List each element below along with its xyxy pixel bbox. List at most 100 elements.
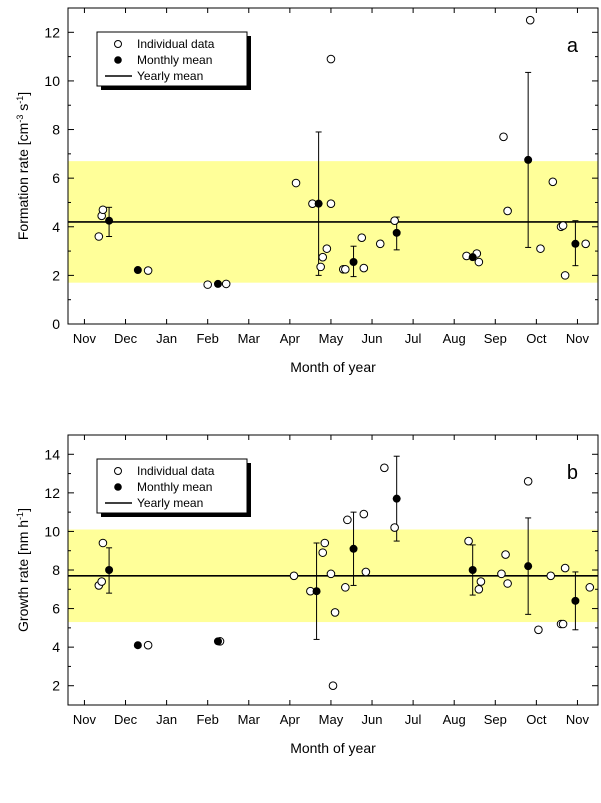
monthly-mean-point <box>392 494 401 503</box>
y-tick-label: 10 <box>44 73 60 89</box>
individual-data-point <box>548 177 558 187</box>
monthly-mean-point <box>349 544 358 553</box>
individual-data-point <box>558 619 568 629</box>
individual-data-point <box>326 199 336 208</box>
x-tick-label: Jun <box>362 331 383 346</box>
individual-data-point <box>143 266 153 275</box>
y-tick-label: 2 <box>52 678 60 694</box>
y-axis-title: Growth rate [nm h-1] <box>15 508 31 632</box>
individual-data-point <box>546 571 556 581</box>
legend-open-marker <box>114 467 122 475</box>
monthly-mean-point <box>571 596 580 605</box>
monthly-mean-point <box>349 258 358 267</box>
chart-panel-b: 2 4 6 8 10 12 14 Nov Dec Jan Feb Mar Apr May Jun Jul Aug… <box>15 434 599 756</box>
individual-data-point <box>98 205 108 215</box>
individual-data-point <box>322 244 332 253</box>
individual-data-point <box>464 536 473 546</box>
y-axis-title: Formation rate [cm-3 s-1] <box>15 92 31 240</box>
y-tick-label: 4 <box>52 219 60 235</box>
x-tick-label: Jun <box>362 712 383 727</box>
chart-panel-a: 0 2 4 6 8 10 12 Nov Dec Jan Feb Mar Apr May Jun Jul Aug S… <box>15 7 599 375</box>
y-axis-title-part: Growth rate [nm h <box>15 520 31 632</box>
y-tick-label: 10 <box>44 523 60 539</box>
individual-data-point <box>291 178 301 188</box>
individual-data-point <box>523 476 533 486</box>
individual-data-point <box>501 550 510 559</box>
legend-yearly-label: Yearly mean <box>137 496 203 510</box>
monthly-mean-point <box>468 253 477 262</box>
panel-label: a <box>567 35 579 57</box>
individual-data-point <box>143 640 153 650</box>
individual-data-point <box>318 252 328 262</box>
monthly-mean-point <box>524 562 533 571</box>
x-tick-label: May <box>319 331 344 346</box>
y-tick-label: 6 <box>52 170 60 186</box>
x-tick-label: Jan <box>156 331 177 346</box>
panel-label: b <box>567 462 578 484</box>
individual-data-point <box>390 523 399 532</box>
monthly-mean-point <box>314 199 323 208</box>
individual-data-point <box>375 239 385 249</box>
monthly-mean-point <box>213 637 222 646</box>
y-axis-title-sup: -1 <box>15 96 25 104</box>
monthly-mean-point <box>105 216 114 225</box>
y-axis-title-sup: -1 <box>15 512 25 520</box>
individual-data-point <box>359 263 369 273</box>
x-tick-label: Aug <box>443 331 466 346</box>
individual-data-point <box>536 244 545 253</box>
x-tick-label: Dec <box>114 331 138 346</box>
individual-data-point <box>94 232 104 241</box>
individual-data-point <box>330 608 340 617</box>
individual-data-point <box>380 463 389 473</box>
individual-data-point <box>359 509 369 519</box>
legend <box>96 31 248 87</box>
x-tick-label: Mar <box>238 331 261 346</box>
x-tick-label: Jul <box>405 712 422 727</box>
x-tick-label: Aug <box>443 712 466 727</box>
individual-data-point <box>497 569 506 579</box>
y-axis-title-part: ] <box>15 508 31 512</box>
individual-data-point <box>390 216 399 225</box>
x-tick-label: Nov <box>566 712 590 727</box>
x-tick-label: Oct <box>526 712 547 727</box>
x-tick-label: Jan <box>156 712 177 727</box>
legend-monthly-label: Monthly mean <box>137 480 212 494</box>
individual-data-point <box>474 584 484 594</box>
y-tick-label: 12 <box>44 24 60 40</box>
individual-data-point <box>98 538 108 548</box>
individual-data-point <box>221 279 231 289</box>
x-tick-label: Nov <box>73 712 97 727</box>
x-tick-label: Feb <box>196 331 218 346</box>
x-tick-label: Mar <box>238 712 261 727</box>
individual-data-point <box>203 280 212 289</box>
x-tick-label: Jul <box>405 331 422 346</box>
individual-data-point <box>560 271 570 280</box>
individual-data-point <box>560 563 570 573</box>
monthly-mean-point <box>392 228 401 237</box>
individual-data-point <box>328 681 338 691</box>
x-tick-label: Sep <box>484 712 507 727</box>
legend-open-marker <box>114 40 122 48</box>
y-axis-title-part: s <box>15 104 31 115</box>
x-tick-label: Nov <box>566 331 590 346</box>
individual-data-point <box>581 239 590 249</box>
plot-frame <box>67 7 599 325</box>
x-tick-label: Sep <box>484 331 507 346</box>
individual-data-point <box>326 569 336 579</box>
individual-data-point <box>474 257 484 267</box>
individual-data-point <box>316 262 325 272</box>
legend-individual-label: Individual data <box>137 37 215 51</box>
individual-data-point <box>341 265 350 274</box>
individual-data-point <box>503 579 512 588</box>
individual-data-point <box>320 538 330 548</box>
x-tick-label: Dec <box>114 712 138 727</box>
individual-data-point <box>499 132 508 142</box>
x-axis-title: Month of year <box>290 359 376 375</box>
y-tick-label: 8 <box>52 562 60 578</box>
x-tick-label: Apr <box>280 331 301 346</box>
individual-data-point <box>503 206 512 216</box>
individual-data-point <box>318 548 328 557</box>
legend-monthly-label: Monthly mean <box>137 53 212 67</box>
x-tick-label: Nov <box>73 331 97 346</box>
